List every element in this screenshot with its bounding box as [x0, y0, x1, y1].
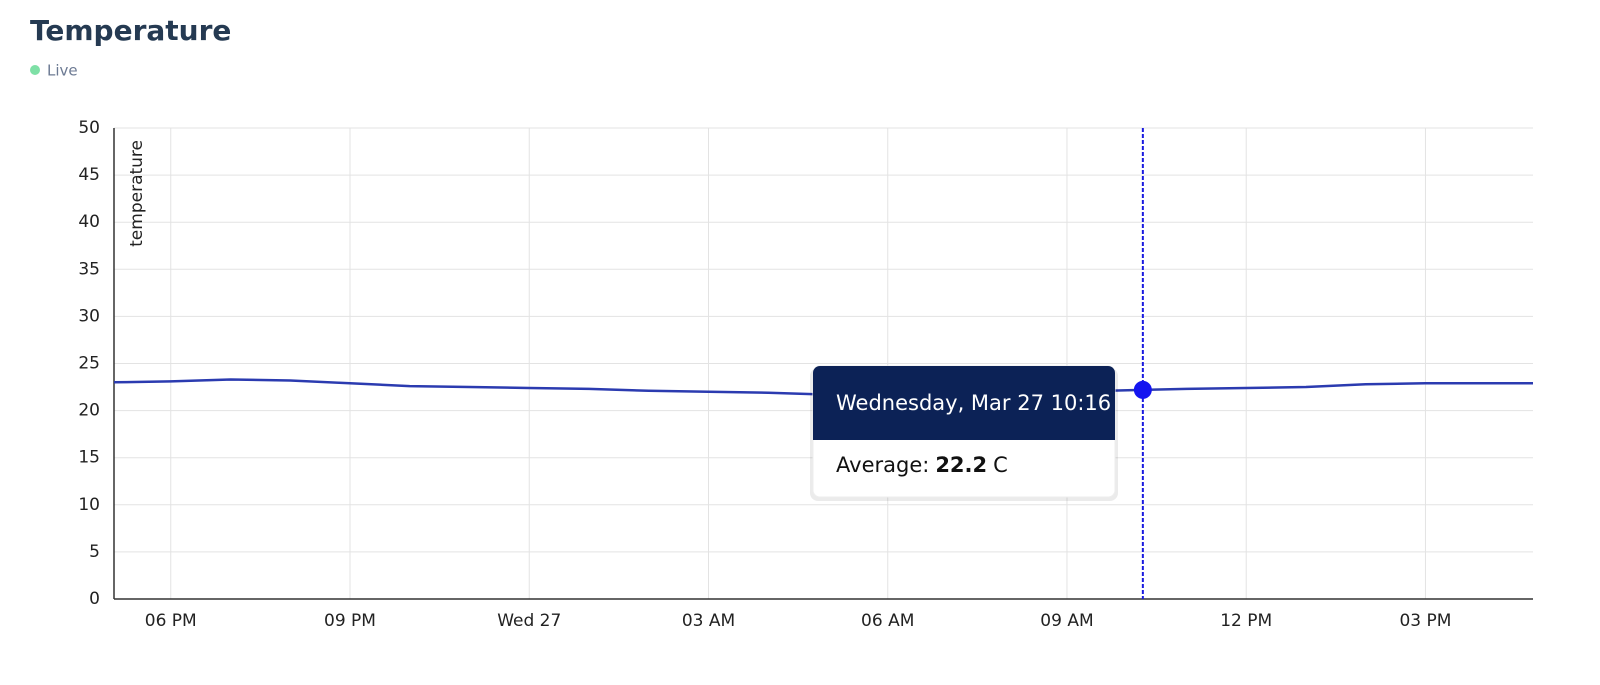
x-tick-label: 09 PM — [324, 611, 376, 631]
hover-point — [1133, 380, 1152, 399]
tooltip-value-line: Average: 22.2 C — [836, 453, 1008, 477]
tooltip: Wednesday, Mar 27 10:16 Average: 22.2 C — [810, 365, 1118, 501]
y-tick-label: 30 — [78, 306, 100, 326]
tooltip-label: Average: — [836, 453, 929, 477]
y-tick-label: 15 — [78, 448, 100, 468]
x-tick-label: Wed 27 — [497, 611, 561, 631]
x-tick-label: 12 PM — [1220, 611, 1272, 631]
y-tick-label: 25 — [78, 354, 100, 374]
x-tick-label: 03 AM — [682, 611, 735, 631]
tooltip-unit: C — [993, 453, 1008, 477]
y-tick-label: 20 — [78, 401, 100, 421]
x-tick-label: 09 AM — [1040, 611, 1093, 631]
x-tick-label: 03 PM — [1399, 611, 1451, 631]
y-axis-label: temperature — [127, 140, 147, 247]
live-dot — [30, 65, 40, 75]
x-tick-label: 06 PM — [145, 611, 197, 631]
tooltip-header — [813, 366, 1115, 440]
y-tick-label: 5 — [89, 542, 100, 562]
y-tick-label: 35 — [78, 259, 100, 279]
y-tick-label: 45 — [78, 165, 100, 185]
y-tick-label: 50 — [78, 118, 100, 138]
tooltip-value: 22.2 — [935, 453, 987, 477]
x-tick-label: 06 AM — [861, 611, 914, 631]
y-tick-label: 10 — [78, 495, 100, 515]
y-tick-label: 40 — [78, 212, 100, 232]
tooltip-title: Wednesday, Mar 27 10:16 — [836, 391, 1111, 415]
live-status: Live — [47, 62, 78, 80]
y-tick-label: 0 — [89, 589, 100, 609]
panel-title: Temperature — [30, 14, 231, 47]
